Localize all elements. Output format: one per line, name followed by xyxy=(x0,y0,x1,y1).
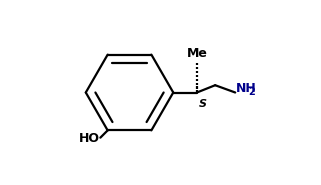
Text: Me: Me xyxy=(187,47,207,60)
Text: NH: NH xyxy=(236,82,257,95)
Text: 2: 2 xyxy=(248,87,255,97)
Text: HO: HO xyxy=(78,132,100,145)
Text: S: S xyxy=(199,99,207,109)
